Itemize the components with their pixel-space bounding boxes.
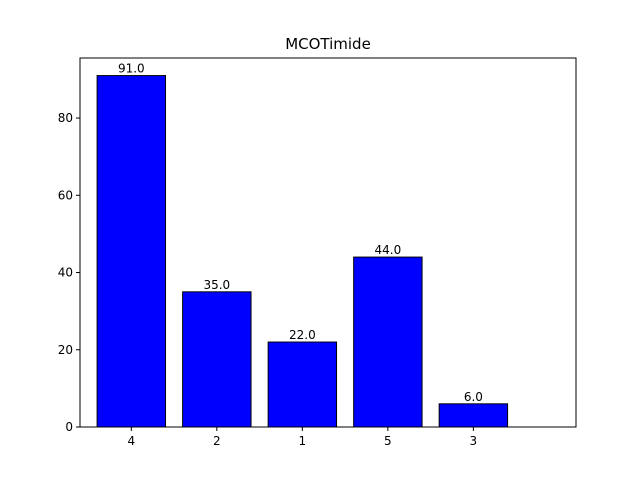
y-tick-label-60: 60: [58, 188, 73, 202]
y-tick-label-20: 20: [58, 343, 73, 357]
x-tick-label-2: 2: [213, 434, 221, 448]
x-tick-label-4: 4: [127, 434, 135, 448]
y-tick-label-40: 40: [58, 266, 73, 280]
x-tick-label-3: 3: [470, 434, 478, 448]
value-label-1: 22.0: [289, 328, 316, 342]
y-tick-label-80: 80: [58, 111, 73, 125]
y-tick-label-0: 0: [65, 420, 73, 434]
x-axis: 4 2 1 5 3: [127, 427, 477, 448]
value-label-4: 91.0: [118, 62, 145, 76]
bar-2: [182, 291, 252, 428]
bar-4: [96, 75, 167, 428]
bars-group: [96, 75, 509, 428]
value-label-3: 6.0: [464, 390, 483, 404]
value-label-5: 44.0: [375, 243, 402, 257]
bar-1: [267, 341, 338, 428]
axes-frame: [79, 57, 577, 428]
bar-5: [353, 256, 423, 428]
x-tick-label-1: 1: [299, 434, 307, 448]
value-label-2: 35.0: [203, 278, 230, 292]
y-axis: 0 20 40 60 80: [58, 111, 80, 434]
bar-3: [438, 403, 509, 428]
chart-title: MCOTimide: [285, 35, 371, 53]
value-labels-group: 91.0 35.0 22.0 44.0 6.0: [118, 62, 483, 404]
x-tick-label-5: 5: [384, 434, 392, 448]
